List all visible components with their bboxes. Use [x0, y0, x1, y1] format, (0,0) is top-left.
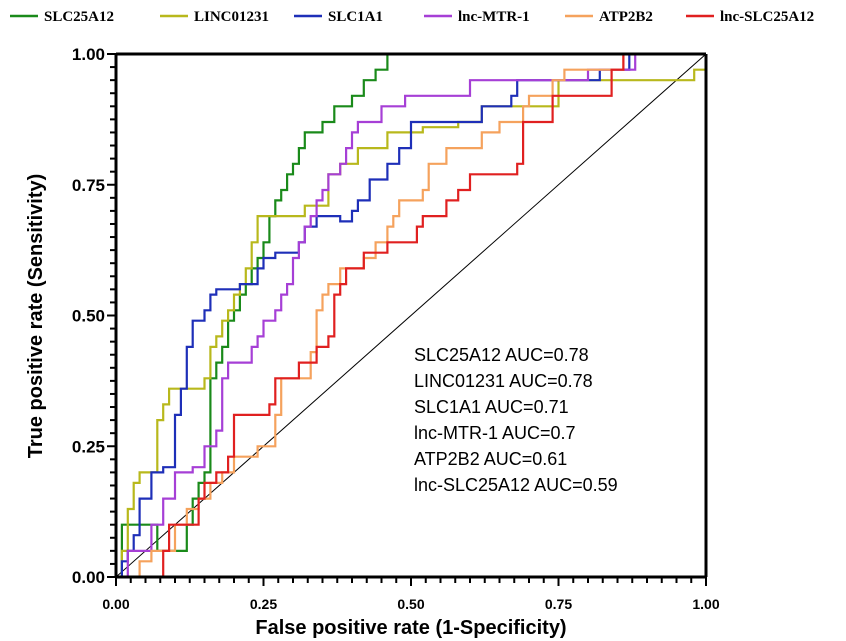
x-axis-title: False positive rate (1-Specificity)	[255, 617, 566, 639]
series-line-linc01231	[116, 54, 708, 579]
legend-label: lnc-SLC25A12	[720, 9, 814, 25]
legend-label: lnc-MTR-1	[458, 9, 530, 25]
y-tick-label: 0.00	[72, 568, 105, 587]
legend-item-atp2b2: ATP2B2	[565, 9, 653, 25]
legend-item-linc01231: LINC01231	[160, 9, 269, 25]
x-tick-label: 0.25	[250, 596, 277, 612]
auc-label: lnc-SLC25A12 AUC=0.59	[414, 475, 618, 495]
legend-item-lnc-slc25a12: lnc-SLC25A12	[686, 9, 814, 25]
auc-label: LINC01231 AUC=0.78	[414, 371, 593, 391]
legend-label: LINC01231	[194, 9, 269, 25]
legend-item-lnc-mtr-1: lnc-MTR-1	[424, 9, 530, 25]
auc-label: SLC25A12 AUC=0.78	[414, 345, 589, 365]
x-axis-ticks: 0.00 0.25 0.50 0.75 1.00	[102, 577, 720, 612]
legend: SLC25A12 LINC01231 SLC1A1 lnc-MTR-1 ATP2B2 ln…	[10, 9, 814, 25]
series-line-lnc-slc25a12	[116, 52, 706, 579]
reference-diagonal-line	[115, 53, 707, 578]
legend-label: SLC1A1	[328, 9, 383, 25]
y-axis-title: True positive rate (Sensitivity)	[25, 174, 47, 459]
auc-label: ATP2B2 AUC=0.61	[414, 449, 567, 469]
x-tick-label: 0.50	[397, 596, 424, 612]
auc-label: lnc-MTR-1 AUC=0.7	[414, 423, 576, 443]
legend-item-slc25a12: SLC25A12	[10, 9, 114, 25]
x-tick-label: 1.00	[692, 596, 719, 612]
series-line-slc1a1	[116, 52, 706, 579]
series-line-lnc-mtr-1	[116, 52, 706, 579]
x-tick-label: 0.00	[102, 596, 129, 612]
legend-item-slc1a1: SLC1A1	[294, 9, 383, 25]
legend-label: SLC25A12	[44, 9, 114, 25]
y-tick-label: 0.75	[72, 176, 105, 195]
y-tick-label: 1.00	[72, 45, 105, 64]
y-axis-ticks: 0.00 0.25 0.50 0.75 1.00	[72, 45, 116, 587]
auc-annotations: SLC25A12 AUC=0.78 LINC01231 AUC=0.78 SLC1A…	[414, 345, 618, 495]
y-tick-label: 0.25	[72, 437, 105, 456]
legend-label: ATP2B2	[599, 9, 653, 25]
series-layer	[116, 52, 708, 579]
auc-label: SLC1A1 AUC=0.71	[414, 397, 569, 417]
plot-area: 0.00 0.25 0.50 0.75 1.00 0.00 0.25 0.50 0.75 1.0…	[72, 45, 720, 612]
x-tick-label: 0.75	[545, 596, 572, 612]
y-tick-label: 0.50	[72, 307, 105, 326]
